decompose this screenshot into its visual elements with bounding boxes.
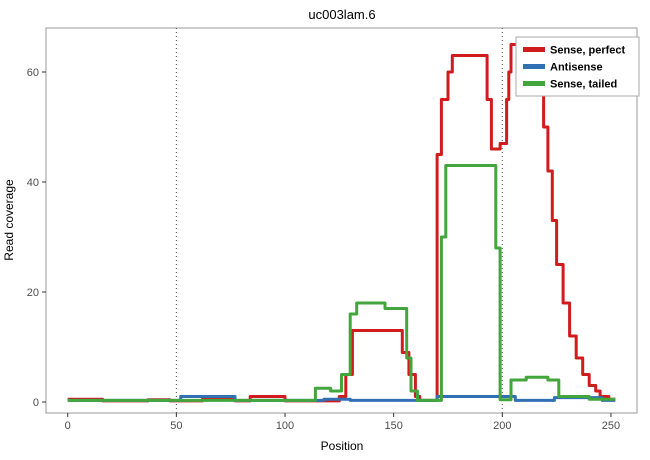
y-axis-label: Read coverage — [2, 179, 16, 261]
series-line-sense-perfect — [67, 43, 616, 403]
legend: Sense, perfect Antisense Sense, tailed — [515, 36, 640, 97]
x-tick-label: 0 — [65, 420, 71, 432]
x-tick-label: 200 — [493, 420, 511, 432]
x-tick-label: 100 — [276, 420, 294, 432]
x-tick-label: 250 — [602, 420, 620, 432]
y-tick-label: 20 — [27, 287, 39, 299]
y-tick-label: 60 — [27, 67, 39, 79]
legend-label: Antisense — [550, 62, 603, 74]
legend-label: Sense, perfect — [550, 45, 626, 57]
legend-label: Sense, tailed — [550, 79, 617, 91]
series-line-sense-tailed — [67, 164, 616, 402]
y-tick-label: 40 — [27, 177, 39, 189]
x-axis-label: Position — [321, 439, 364, 453]
x-tick-label: 150 — [384, 420, 402, 432]
y-tick-label: 0 — [33, 397, 39, 409]
chart-render-layer: 0 50 100 150 200 250 0 20 40 60 Sense, perfect Anti… — [27, 27, 640, 432]
x-tick-label: 50 — [170, 420, 182, 432]
chart-title: uc003lam.6 — [308, 7, 375, 22]
